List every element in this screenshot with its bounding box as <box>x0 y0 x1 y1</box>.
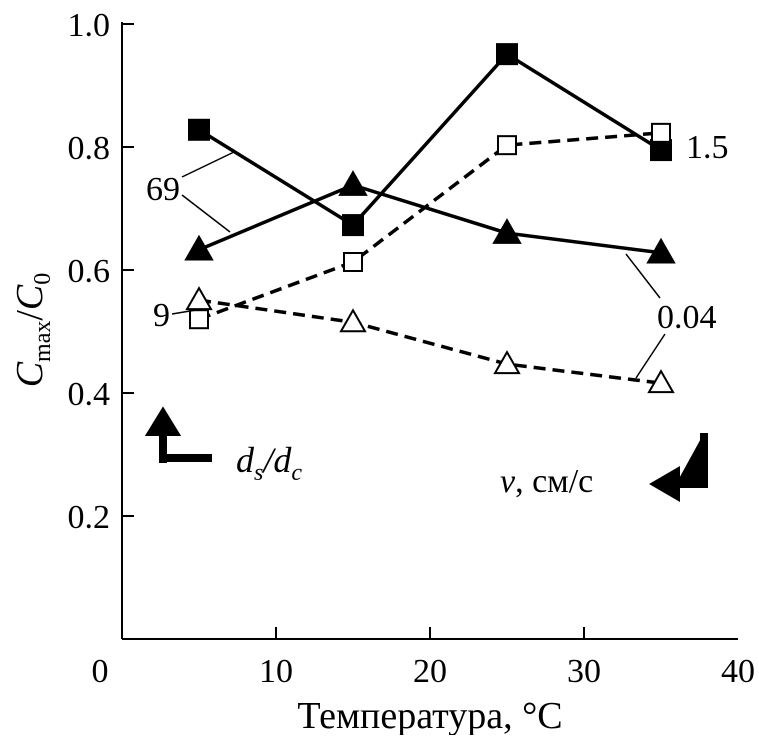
label-9: 9 <box>153 297 170 334</box>
data-point-triangle <box>646 237 676 264</box>
series-line <box>198 183 662 255</box>
y-tick-label: 0.6 <box>68 253 111 290</box>
v-label: v, см/с <box>500 463 593 500</box>
arrow-left-icon <box>649 433 708 502</box>
y-tick-label: 0.2 <box>68 499 111 536</box>
annotations: 69 9 1.5 0.04 ds/dc v, см/с <box>144 129 729 502</box>
data-point-square <box>188 118 210 141</box>
leader-0-04-solid <box>625 253 661 299</box>
data-point-triangle <box>492 218 522 244</box>
x-tick-label: 20 <box>413 653 447 690</box>
data-point-triangle <box>185 286 213 311</box>
leader-69-squares <box>181 151 235 178</box>
series-open-triangle <box>185 286 675 394</box>
series-open-square <box>189 122 671 330</box>
data-point-triangle <box>493 350 521 375</box>
series-line <box>198 298 662 385</box>
ds-dc-label: ds/dc <box>236 440 302 486</box>
x-axis-label: Температура, °C <box>297 695 562 735</box>
series-line <box>198 131 662 321</box>
series-line <box>198 51 662 228</box>
leader-9 <box>171 309 197 315</box>
data-point-triangle <box>339 308 367 333</box>
y-tick-label: 1.0 <box>68 7 111 44</box>
data-point-square <box>497 135 517 156</box>
axes <box>121 22 738 640</box>
data-point-square <box>189 309 209 330</box>
x-tick-label: 40 <box>721 653 755 690</box>
series-filled-triangle <box>184 170 676 264</box>
arrow-up-icon <box>144 406 212 463</box>
y-axis-label: Cmax/C0 <box>9 273 56 388</box>
x-tick-label: 10 <box>259 653 293 690</box>
data-point-square <box>342 214 364 237</box>
leader-69-triangles <box>181 194 231 233</box>
leader-0-04-dashed <box>635 333 666 379</box>
label-69: 69 <box>146 171 180 208</box>
data-point-triangle <box>647 369 675 394</box>
data-point-triangle <box>184 234 214 261</box>
data-point-square <box>496 43 518 66</box>
label-0-04: 0.04 <box>657 299 717 336</box>
data-point-square <box>650 139 672 162</box>
data-point-triangle <box>338 170 368 196</box>
data-point-square <box>343 252 363 273</box>
x-tick-label: 0 <box>92 653 109 690</box>
data-point-square <box>651 122 671 143</box>
label-1-5: 1.5 <box>686 129 729 166</box>
y-tick-label: 0.8 <box>68 130 111 167</box>
y-tick-label: 0.4 <box>68 376 111 413</box>
series-filled-square <box>188 43 672 237</box>
x-tick-label: 30 <box>567 653 601 690</box>
